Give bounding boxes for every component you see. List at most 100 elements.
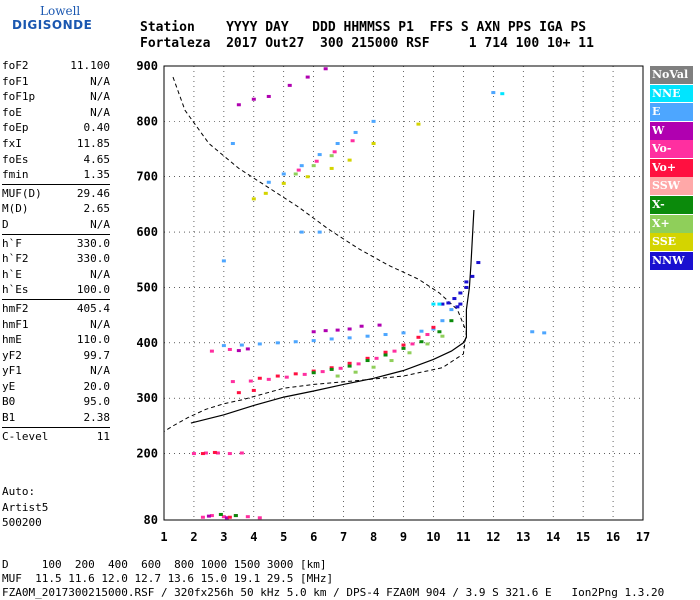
echo-point-w bbox=[323, 67, 328, 71]
x-tick-label: 12 bbox=[486, 530, 500, 544]
param-row-m-d-: M(D) 2.65 bbox=[2, 201, 110, 217]
param-label: yE bbox=[2, 379, 16, 393]
param-row-fmin: fmin 1.35 bbox=[2, 167, 110, 183]
echo-point-vo- bbox=[311, 369, 316, 373]
version-label: 500200 bbox=[2, 516, 42, 529]
x-tick-label: 7 bbox=[340, 530, 347, 544]
echo-point-w bbox=[224, 516, 229, 520]
echo-point-x- bbox=[407, 351, 412, 355]
echo-point-nne bbox=[500, 92, 505, 96]
x-tick-label: 17 bbox=[636, 530, 650, 544]
legend-item-w: W bbox=[650, 121, 693, 140]
param-label: h`E bbox=[2, 267, 22, 281]
echo-point-vo- bbox=[257, 376, 262, 380]
param-separator bbox=[2, 233, 110, 235]
x-tick-label: 10 bbox=[426, 530, 440, 544]
param-row-hme: hmE 110.0 bbox=[2, 332, 110, 348]
auto-label: Auto: bbox=[2, 485, 36, 498]
echo-point-x- bbox=[233, 514, 238, 518]
echo-point-nnw bbox=[452, 297, 457, 301]
echo-point-nnw bbox=[458, 291, 463, 295]
echo-point-e bbox=[335, 142, 340, 146]
echo-point-vo- bbox=[275, 374, 280, 378]
echo-point-vo- bbox=[416, 335, 421, 339]
echo-point-e bbox=[449, 308, 454, 312]
param-label: C-level bbox=[2, 429, 49, 443]
echo-point-w bbox=[251, 97, 256, 101]
param-label: h`Es bbox=[2, 283, 29, 297]
logo-brand-bottom: DIGISONDE bbox=[12, 18, 93, 32]
digisonde-logo: Lowell DIGISONDE bbox=[4, 4, 94, 42]
echo-point-e bbox=[542, 331, 547, 335]
echo-point-vo- bbox=[227, 452, 232, 456]
echo-point-vo- bbox=[410, 342, 415, 346]
y-tick-label: 500 bbox=[136, 280, 158, 294]
echo-point-e bbox=[365, 334, 370, 338]
param-row-muf-d-: MUF(D) 29.46 bbox=[2, 186, 110, 202]
param-value: N/A bbox=[90, 364, 110, 378]
echo-point-vo- bbox=[425, 333, 430, 337]
echo-point-nnw bbox=[446, 301, 451, 305]
param-value: 11 bbox=[96, 429, 110, 443]
echo-point-e bbox=[491, 91, 496, 95]
param-label: foEs bbox=[2, 152, 29, 166]
x-tick-label: 14 bbox=[546, 530, 560, 544]
param-value: 95.0 bbox=[83, 395, 111, 409]
echo-point-e bbox=[311, 339, 316, 343]
echo-point-x- bbox=[365, 359, 370, 363]
y-tick-label: 300 bbox=[136, 391, 158, 405]
legend-item-nnw: NNW bbox=[650, 251, 693, 270]
echo-point-nne bbox=[431, 302, 436, 306]
echo-point-vo- bbox=[209, 514, 214, 518]
param-row-h-e: h`E N/A bbox=[2, 267, 110, 283]
echo-point-w bbox=[305, 75, 310, 79]
echo-point-vo- bbox=[356, 362, 361, 366]
param-label: foF1 bbox=[2, 74, 29, 88]
y-tick-label: 200 bbox=[136, 447, 158, 461]
echo-point-nnw bbox=[458, 302, 463, 306]
echo-point-w bbox=[266, 94, 271, 98]
echo-point-e bbox=[281, 172, 286, 176]
echo-point-x- bbox=[419, 340, 424, 344]
param-row-h-f: h`F 330.0 bbox=[2, 236, 110, 252]
param-value: 110.0 bbox=[76, 333, 110, 347]
y-tick-label: 800 bbox=[136, 114, 158, 128]
y-tick-label: 400 bbox=[136, 336, 158, 350]
echo-point-nnw bbox=[464, 280, 469, 284]
param-row-b0: B0 95.0 bbox=[2, 394, 110, 410]
parameter-panel: foF2 11.100 foF1 N/A foF1p N/A foE N/A foEp 0.40 f… bbox=[2, 58, 110, 444]
param-row-fof2: foF2 11.100 bbox=[2, 58, 110, 74]
param-label: fxI bbox=[2, 136, 22, 150]
echo-point-vo- bbox=[212, 450, 217, 454]
param-label: D bbox=[2, 217, 9, 231]
direction-legend: NoVal NNE E W Vo- Vo+ SSW X- X+ SSE NNW bbox=[650, 66, 693, 270]
echo-point-vo- bbox=[392, 349, 397, 353]
echo-point-e bbox=[440, 319, 445, 323]
echo-point-e bbox=[317, 230, 322, 234]
echo-point-e bbox=[419, 329, 424, 333]
echo-point-e bbox=[275, 341, 280, 345]
echo-point-vo- bbox=[383, 350, 388, 354]
echo-point-x- bbox=[311, 164, 316, 168]
echo-point-w bbox=[335, 328, 340, 332]
echo-point-nnw bbox=[455, 305, 460, 309]
param-row-h-f2: h`F2 330.0 bbox=[2, 251, 110, 267]
param-row-ye: yE 20.0 bbox=[2, 379, 110, 395]
echo-point-nnw bbox=[464, 285, 469, 289]
param-row-foe: foE N/A bbox=[2, 105, 110, 121]
echo-point-x- bbox=[437, 330, 442, 334]
param-row-hmf1: hmF1 N/A bbox=[2, 317, 110, 333]
x-tick-label: 3 bbox=[220, 530, 227, 544]
artist-label: Artist5 bbox=[2, 500, 49, 514]
echo-point-e bbox=[530, 330, 535, 334]
echo-point-x- bbox=[389, 359, 394, 363]
y-tick-label: 900 bbox=[136, 59, 158, 73]
param-label: hmF2 bbox=[2, 301, 29, 315]
echo-point-nne bbox=[437, 302, 442, 306]
y-tick-label: 80 bbox=[144, 513, 158, 527]
echo-point-vo- bbox=[350, 139, 355, 143]
echo-point-x- bbox=[383, 353, 388, 357]
param-value: 0.40 bbox=[83, 121, 111, 135]
legend-item-ssw: SSW bbox=[650, 177, 693, 196]
